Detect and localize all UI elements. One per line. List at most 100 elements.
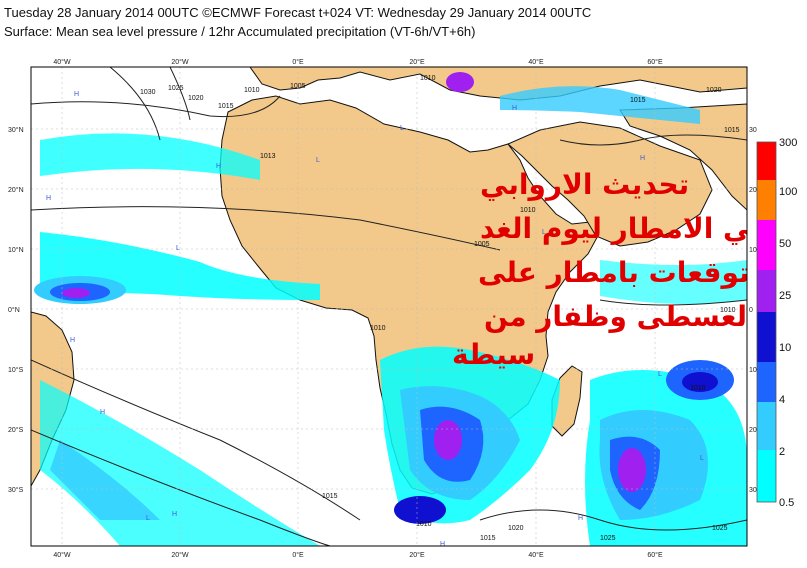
arabic-overlay: تحديث الاروابي لصباحي الامطار ليوم الغد … — [452, 168, 807, 371]
pressure-center-label: L — [146, 515, 150, 522]
colorbar-label: 10 — [779, 342, 791, 354]
overlay-line: سيطة — [452, 338, 535, 371]
isobar-label: 1025 — [712, 525, 728, 532]
latitude-labels-right: 30 20 10 0 10 20 30 — [749, 127, 757, 494]
pressure-center-label: L — [426, 459, 430, 466]
isobar-label: 1010 — [416, 521, 432, 528]
lat-label: 10 — [749, 247, 757, 254]
lat-label: 0 — [749, 307, 753, 314]
overlay-line: وتوقعات بامطار على — [478, 256, 767, 289]
lon-label: 60°E — [647, 58, 663, 66]
isobar-label: 1013 — [260, 153, 276, 160]
colorbar-label: 300 — [779, 137, 797, 149]
isobar-label: 1010 — [370, 325, 386, 332]
longitude-labels-bottom: 40°W 20°W 0°E 20°E 40°E 60°E — [53, 551, 663, 559]
isobar-label: 1020 — [706, 87, 722, 94]
isobar-label: 1005 — [474, 241, 490, 248]
colorbar-swatch — [757, 270, 776, 312]
lat-label: 30°S — [8, 486, 24, 494]
isobar-label: 1015 — [724, 127, 740, 134]
pressure-center-label: H — [512, 105, 517, 112]
isobar-label: 1015 — [480, 535, 496, 542]
pressure-center-label: L — [542, 229, 546, 236]
colorbar-label: 25 — [779, 290, 791, 302]
colorbar-label: 0.5 — [779, 497, 794, 509]
graticule — [31, 67, 747, 546]
isobar-label: 1005 — [290, 83, 306, 90]
lat-label: 10°S — [8, 366, 24, 374]
isobar-label: 1010 — [420, 75, 436, 82]
map-subtitle: Surface: Mean sea level pressure / 12hr … — [4, 24, 476, 39]
isobar-label: 1015 — [218, 103, 234, 110]
isobar-label: 1020 — [188, 95, 204, 102]
pressure-center-label: L — [176, 245, 180, 252]
map-border — [30, 66, 748, 547]
lon-label: 20°E — [409, 551, 425, 559]
colorbar-label: 4 — [779, 394, 785, 406]
pressure-center-label: H — [216, 163, 221, 170]
lon-label: 40°E — [528, 58, 544, 66]
lon-label: 0°E — [292, 551, 304, 559]
lat-label: 30 — [749, 127, 757, 134]
precipitation-fields — [34, 72, 747, 546]
colorbar-swatch — [757, 180, 776, 220]
lat-label: 30 — [749, 487, 757, 494]
pressure-center-label: H — [578, 515, 583, 522]
land-iran — [619, 103, 747, 211]
lon-label: 20°E — [409, 58, 425, 66]
isobar-label: 1015 — [630, 97, 646, 104]
isobar-label: 1015 — [322, 493, 338, 500]
lat-label: 0°N — [8, 306, 20, 314]
pressure-center-label: L — [316, 157, 320, 164]
land-arabia — [507, 121, 713, 247]
pressure-center-label: L — [658, 371, 662, 378]
lat-label: 30°N — [8, 126, 24, 134]
colorbar-label: 50 — [779, 238, 791, 250]
overlay-line: سواحل العسطى وظفار من — [484, 300, 807, 333]
isobar-label: 1010 — [720, 307, 736, 314]
colorbar-swatch — [757, 312, 776, 362]
land-europe — [249, 67, 747, 101]
pressure-center-label: H — [100, 409, 105, 416]
overlay-line: لصباحي الامطار ليوم الغد — [480, 212, 807, 245]
lat-label: 20°S — [8, 426, 24, 434]
lat-label: 10°N — [8, 246, 24, 254]
lat-label: 20 — [749, 187, 757, 194]
colorbar-label: 2 — [779, 446, 785, 458]
map-title: Tuesday 28 January 2014 00UTC ©ECMWF For… — [4, 5, 592, 20]
lon-label: 60°E — [647, 551, 663, 559]
isobar-labels: 1030 1025 1020 1015 1010 1005 1010 1015 … — [140, 75, 740, 542]
longitude-labels-top: 40°W 20°W 0°E 20°E 40°E 60°E — [53, 58, 663, 66]
lon-label: 40°W — [53, 58, 71, 66]
pressure-center-label: L — [700, 455, 704, 462]
pressure-center-label: L — [400, 125, 404, 132]
colorbar-swatch — [757, 450, 776, 502]
pressure-center-label: H — [440, 541, 445, 548]
pressure-center-label: H — [640, 155, 645, 162]
pressure-center-label: H — [70, 337, 75, 344]
colorbar-swatch — [757, 362, 776, 402]
precipitation-colorbar: 300 100 50 25 10 4 2 0.5 — [756, 137, 797, 509]
isobar-label: 1030 — [140, 89, 156, 96]
isobar-lines — [31, 67, 747, 546]
lat-label: 10 — [749, 367, 757, 374]
isobar-label: 1020 — [508, 525, 524, 532]
isobar-label: 1025 — [168, 85, 184, 92]
isobar-label: 1010 — [244, 87, 260, 94]
pressure-center-label: H — [46, 195, 51, 202]
lon-label: 0°E — [292, 58, 304, 66]
lat-label: 20 — [749, 427, 757, 434]
isobar-label: 1010 — [520, 207, 536, 214]
isobar-label: 1025 — [600, 535, 616, 542]
colorbar-swatch — [757, 142, 776, 180]
colorbar-swatch — [757, 402, 776, 450]
pressure-center-label: H — [74, 91, 79, 98]
isobar-label: 1010 — [690, 385, 706, 392]
pressure-centers: H H H L L H L H L H L H L H H L L H — [46, 91, 704, 548]
pressure-center-label: H — [172, 511, 177, 518]
latitude-labels-left: 30°N 20°N 10°N 0°N 10°S 20°S 30°S — [8, 126, 24, 494]
colorbar-swatch — [757, 220, 776, 270]
lon-label: 20°W — [171, 58, 189, 66]
colorbar-label: 100 — [779, 186, 797, 198]
